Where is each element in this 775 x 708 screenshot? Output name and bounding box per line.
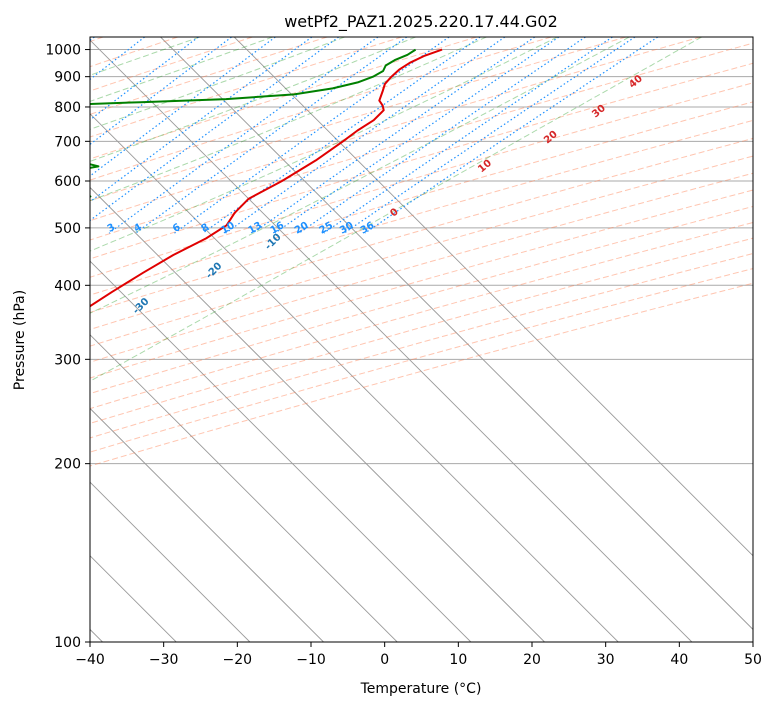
x-tick-label: 50 <box>744 652 762 668</box>
dry-adiabat-line <box>90 37 477 160</box>
dry-adiabat-line <box>90 37 627 202</box>
y-axis-label: Pressure (hPa) <box>12 290 28 390</box>
y-tick-label: 200 <box>54 457 81 473</box>
x-tick-label: −20 <box>223 652 253 668</box>
dry-adiabat-line <box>90 189 753 379</box>
isotherm-line <box>90 407 324 642</box>
dry-adiabat-line <box>90 37 701 222</box>
y-axis: 100 200 300 400 500 600 700 800 900 1000 <box>45 43 90 651</box>
dry-adiabat-line <box>90 101 753 296</box>
dewpoint-profile-line <box>90 48 417 198</box>
temperature-profile-line <box>90 48 443 308</box>
y-tick-label: 500 <box>54 221 81 237</box>
y-tick-label: 800 <box>54 100 81 116</box>
y-tick-label: 900 <box>54 70 81 86</box>
mixing-ratio-line <box>364 37 659 234</box>
dry-adiabat-line <box>90 119 753 314</box>
sounding-profiles <box>90 48 443 308</box>
y-tick-label: 100 <box>54 635 81 651</box>
plot-area: 0.10.20.40.611.52346810131620253036-100-… <box>90 37 753 642</box>
plot-frame <box>89 36 754 643</box>
x-axis-label: Temperature (°C) <box>360 681 482 697</box>
dry-adiabat-line <box>90 42 753 241</box>
x-tick-label: −40 <box>75 652 105 668</box>
dry-adiabat-line <box>90 268 753 453</box>
x-tick-label: 0 <box>380 652 389 668</box>
mixing-ratio-line <box>90 37 232 146</box>
y-tick-label: 1000 <box>45 43 81 59</box>
mixing-ratio-label: 4 <box>132 222 144 235</box>
dry-adiabat-line <box>90 252 753 439</box>
x-tick-label: 30 <box>597 652 615 668</box>
x-tick-label: 20 <box>523 652 541 668</box>
isotherm-line <box>90 113 619 642</box>
x-tick-label: −10 <box>296 652 326 668</box>
moist-adiabat-line <box>90 37 200 76</box>
mixing-ratio-label: 3 <box>106 222 118 235</box>
y-tick-label: 700 <box>54 134 81 150</box>
dry-adiabat-line <box>90 237 753 424</box>
mixing-ratio-line <box>90 37 276 177</box>
moist-adiabat-line <box>90 37 273 102</box>
x-tick-label: 10 <box>449 652 467 668</box>
mixing-ratio-line <box>298 37 586 234</box>
isotherm-line <box>90 260 472 642</box>
y-tick-label: 300 <box>54 352 81 368</box>
isotherm-line <box>90 39 693 642</box>
isotherm-line <box>233 37 753 557</box>
moist-adiabat-line <box>90 37 702 382</box>
dry-adiabat-line <box>90 155 753 347</box>
mixing-ratio-line <box>108 37 379 234</box>
isotherm-grid <box>90 37 753 642</box>
mixing-ratio-line <box>135 37 408 234</box>
moist-adiabat-line <box>90 37 487 202</box>
x-axis: −40 −30 −20 −10 0 10 20 30 40 50 <box>75 642 762 668</box>
mixing-ratio-line <box>252 37 536 234</box>
isotherm-line <box>90 481 251 642</box>
chart-title: wetPf2_PAZ1.2025.220.17.44.G02 <box>284 12 558 32</box>
x-tick-label: −30 <box>149 652 179 668</box>
isotherm-line <box>160 37 753 631</box>
dry-adiabat-line <box>90 205 753 395</box>
mixing-ratio-line <box>174 37 450 234</box>
dry-adiabats <box>90 37 753 467</box>
moist-adiabat-line <box>90 37 416 162</box>
mixing-ratio-line <box>90 37 313 203</box>
isotherm-line <box>90 186 545 642</box>
x-tick-label: 40 <box>670 652 688 668</box>
mixing-ratio-line <box>90 37 339 222</box>
y-tick-label: 400 <box>54 278 81 294</box>
isotherm-line <box>90 334 398 642</box>
mixing-ratio-label: 8 <box>200 222 212 235</box>
mixing-ratio-line <box>274 37 560 234</box>
dry-adiabat-line <box>90 37 552 181</box>
mixing-ratio-label: 6 <box>171 222 183 235</box>
mixing-ratio-lines <box>90 37 659 234</box>
y-tick-label: 600 <box>54 174 81 190</box>
